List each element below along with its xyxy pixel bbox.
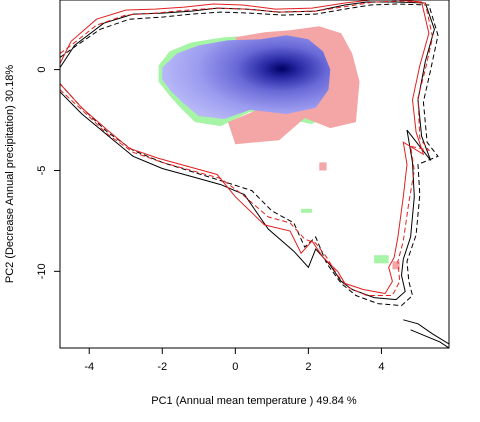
green-overlap-patch-4: [374, 255, 389, 264]
x-tick-label: -4: [84, 361, 94, 373]
y-tick-label: -10: [36, 263, 48, 279]
green-overlap-patch-3: [301, 208, 312, 213]
black-solid-envelope-line-0: [60, 1, 435, 301]
black-solid-envelope-line-4: [403, 319, 449, 345]
x-tick-label: -2: [157, 361, 167, 373]
y-axis: 0 -5 -10: [36, 67, 60, 279]
pink-overlap-patch-2: [319, 162, 327, 171]
x-tick-label: 2: [305, 361, 311, 373]
x-tick-label: 0: [232, 361, 238, 373]
y-tick-label: -5: [36, 166, 48, 176]
y-axis-title: PC2 (Decrease Annual precipitation) 30.1…: [4, 65, 16, 284]
red-dashed-envelope-line-3: [60, 0, 434, 296]
black-solid-envelope-line-5: [410, 329, 449, 348]
plot-frame: [59, 0, 450, 349]
plot-region: [60, 0, 449, 348]
environment-envelopes: [60, 0, 449, 348]
x-tick-label: 4: [378, 361, 384, 373]
occurrence-density-core: [162, 35, 331, 119]
y-tick-label: 0: [36, 67, 48, 73]
x-axis: -4 -2 0 2 4: [84, 348, 384, 373]
black-dashed-envelope-line-1: [60, 3, 439, 307]
red-solid-envelope-line-2: [60, 0, 430, 295]
x-axis-title: PC1 (Annual mean temperature ) 49.84 %: [151, 395, 357, 407]
